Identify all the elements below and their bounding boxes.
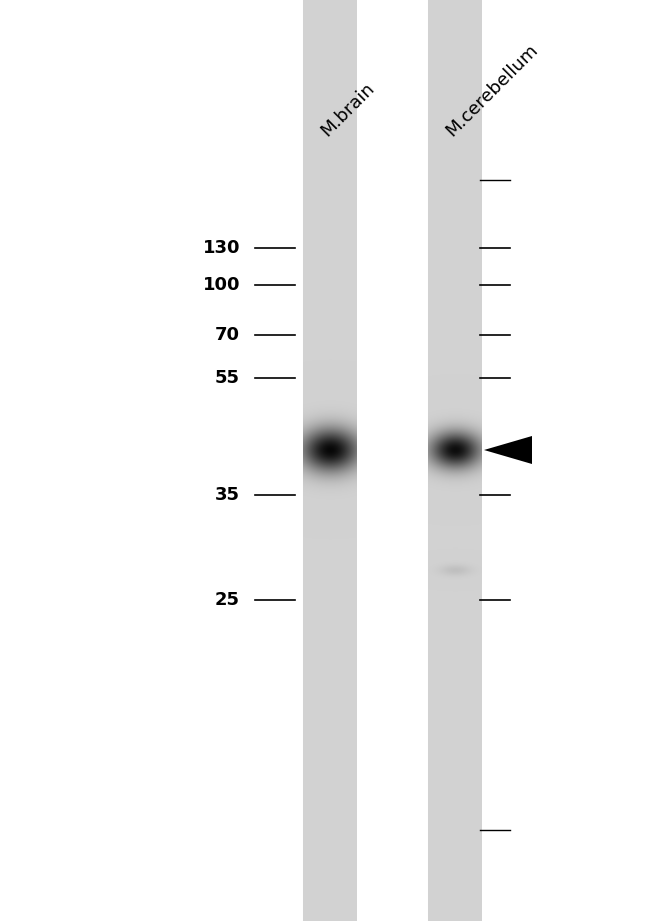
Text: 35: 35 (215, 486, 240, 504)
Polygon shape (484, 436, 532, 464)
Text: 25: 25 (215, 591, 240, 609)
Text: 100: 100 (203, 276, 240, 294)
Text: 130: 130 (203, 239, 240, 257)
Text: 70: 70 (215, 326, 240, 344)
Text: M.cerebellum: M.cerebellum (442, 41, 541, 140)
Text: 55: 55 (215, 369, 240, 387)
Text: M.brain: M.brain (317, 79, 378, 140)
